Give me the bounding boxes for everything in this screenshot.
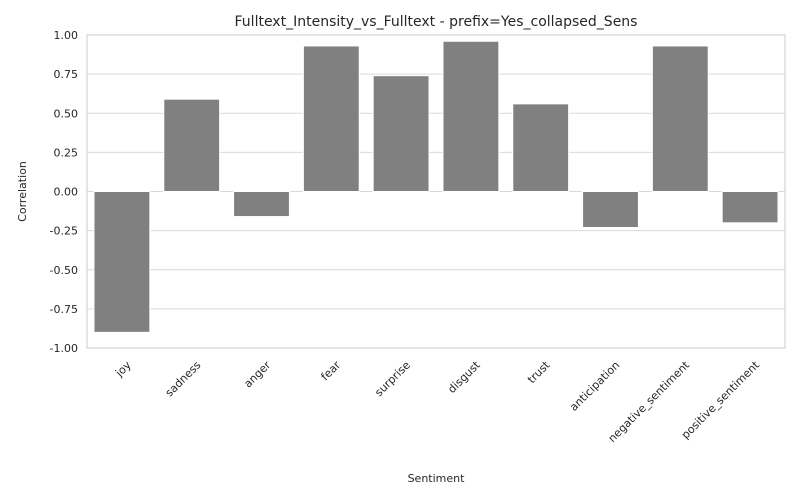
- y-tick-label: -0.75: [50, 303, 78, 316]
- x-tick-label: surprise: [372, 358, 413, 399]
- x-tick-label: disgust: [445, 358, 483, 396]
- y-tick-label: 0.75: [54, 68, 79, 81]
- chart-title: Fulltext_Intensity_vs_Fulltext - prefix=…: [235, 14, 638, 30]
- y-tick-label: -0.25: [50, 225, 78, 238]
- x-tick-label: joy: [112, 358, 134, 380]
- x-axis-label: Sentiment: [408, 472, 466, 485]
- bar-trust: [512, 103, 570, 192]
- y-tick-label: 0.25: [54, 146, 79, 159]
- bar-anger: [233, 191, 290, 218]
- x-tick-label: positive_sentiment: [679, 358, 762, 441]
- bar-anticipation: [582, 191, 639, 228]
- bar-disgust: [442, 40, 500, 193]
- bar-positive-sentiment: [721, 191, 779, 224]
- bar-joy: [93, 191, 151, 333]
- bar-negative-sentiment: [651, 45, 709, 192]
- x-tick-label: fear: [318, 358, 343, 383]
- y-tick-label: 0.00: [54, 186, 79, 199]
- y-tick-label: 0.50: [54, 107, 79, 120]
- y-tick-label: 1.00: [54, 29, 79, 42]
- x-tick-label: anticipation: [567, 359, 622, 414]
- bar-sadness: [163, 98, 221, 192]
- x-tick-label: trust: [525, 358, 553, 386]
- y-tick-label: -0.50: [50, 264, 78, 277]
- bar-fear: [302, 45, 360, 192]
- bar-layer: [93, 40, 779, 333]
- plot-frame: [86, 34, 786, 349]
- y-axis-label: Correlation: [16, 161, 29, 222]
- bar-surprise: [372, 75, 430, 192]
- y-tick-label: -1.00: [50, 342, 78, 355]
- x-tick-labels: joy sadness anger fear surprise disgust trust a…: [112, 358, 762, 445]
- x-tick-label: anger: [241, 358, 273, 390]
- y-tick-labels: -1.00 -0.75 -0.50 -0.25 0.00 0.25 0.50 0.75 1.00: [50, 29, 78, 355]
- x-tick-label: sadness: [163, 358, 204, 399]
